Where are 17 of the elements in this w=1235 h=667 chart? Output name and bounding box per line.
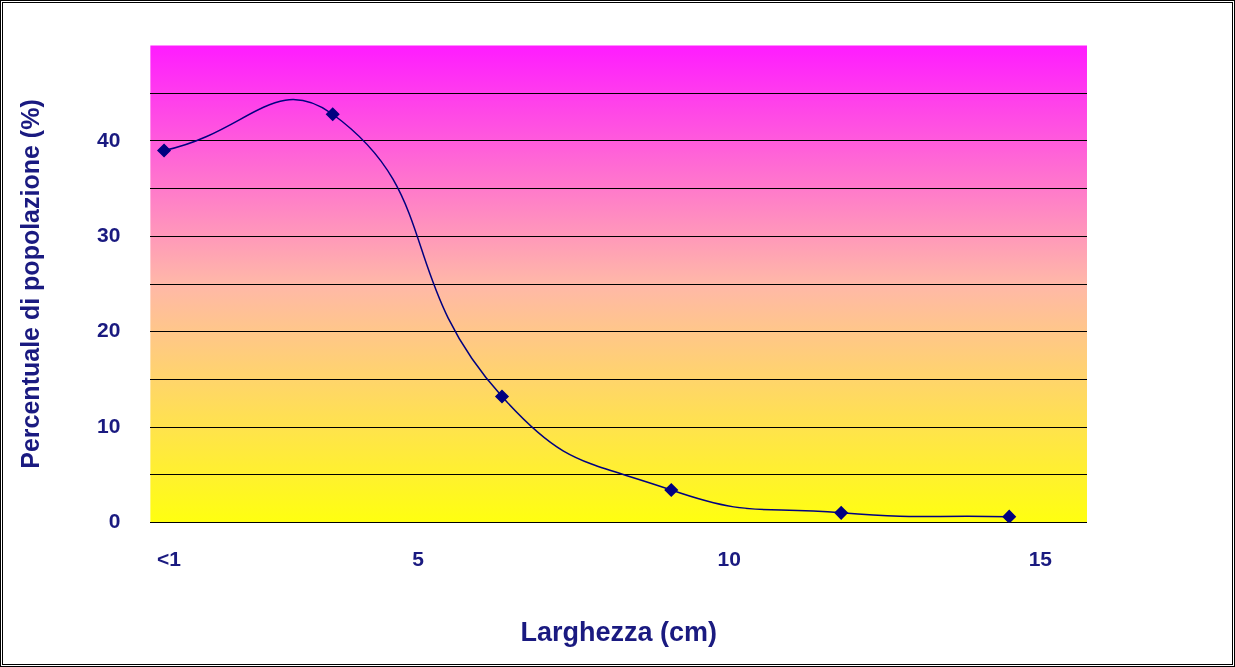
y-tick-label: 0 xyxy=(108,509,121,533)
y-axis-title: Percentuale di popolazione (%) xyxy=(15,99,44,469)
x-tick-label: 15 xyxy=(1028,546,1053,570)
y-tick-label: 20 xyxy=(97,318,121,342)
x-tick-label: <1 xyxy=(157,546,182,570)
point xyxy=(495,389,509,404)
point xyxy=(834,506,848,520)
y-tick-label: 40 xyxy=(97,127,121,151)
x-axis-title: Larghezza (cm) xyxy=(520,617,717,648)
point xyxy=(325,107,340,122)
x-tick-label: 5 xyxy=(412,546,425,570)
point xyxy=(1002,509,1016,523)
point xyxy=(157,143,171,158)
y-tick-label: 10 xyxy=(97,413,121,437)
y-tick-label: 30 xyxy=(97,223,121,247)
x-tick-label: 10 xyxy=(717,546,741,570)
point xyxy=(664,483,679,497)
